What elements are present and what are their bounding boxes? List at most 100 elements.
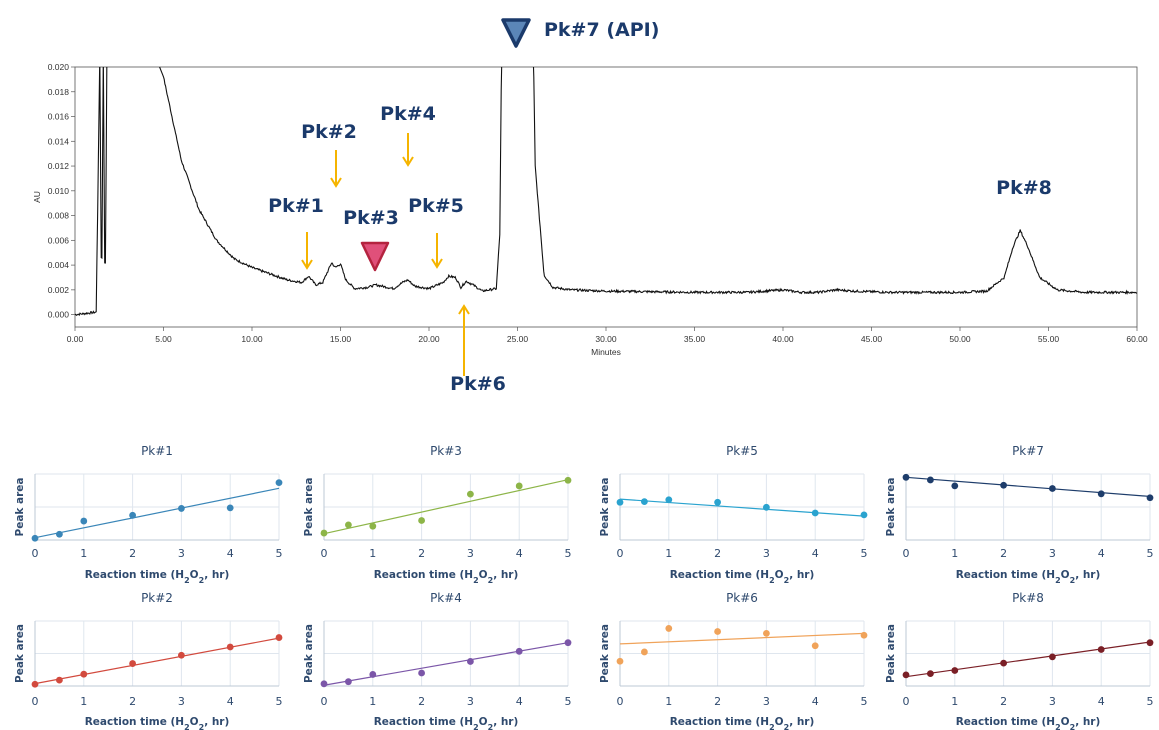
- panel-x-tick-label: 4: [812, 547, 819, 560]
- panel-data-point: [31, 680, 39, 688]
- panel-data-point: [31, 534, 39, 542]
- panel-x-axis-label: Reaction time (H2O2, hr): [85, 569, 230, 585]
- peak-arrow-head: [431, 258, 443, 269]
- panel-data-point: [418, 669, 425, 677]
- pk3-triangle-marker: [360, 241, 390, 272]
- panel-x-tick-label: 2: [714, 695, 721, 708]
- x-tick-label: 0.00: [67, 334, 84, 344]
- panel-x-axis-label: Reaction time (H2O2, hr): [374, 716, 519, 730]
- panel-x-tick-label: 2: [418, 547, 425, 560]
- panel-x-tick-label: 5: [861, 695, 868, 708]
- panel-data-point: [860, 511, 868, 519]
- panel-data-point: [927, 476, 934, 484]
- panel-data-point: [1000, 481, 1007, 489]
- peak-arrow-head: [301, 259, 313, 270]
- panel-title: Pk#4: [430, 591, 462, 605]
- panel-data-point: [369, 671, 377, 678]
- panel-data-point: [129, 660, 137, 667]
- kinetics-panel: Pk#5 0 1 2 3 4 5 Reaction time (H2O2, hr) Peak a…: [599, 444, 868, 585]
- panel-x-tick-label: 5: [276, 695, 283, 708]
- panel-x-tick-label: 0: [32, 547, 39, 560]
- panel-data-point: [902, 473, 910, 481]
- panel-x-axis-label: Reaction time (H2O2, hr): [956, 716, 1101, 730]
- panel-x-tick-label: 2: [129, 695, 136, 708]
- panel-x-tick-label: 5: [1147, 547, 1154, 560]
- panel-data-point: [1049, 485, 1056, 492]
- panel-x-tick-label: 2: [418, 695, 425, 708]
- panel-x-tick-label: 4: [516, 695, 523, 708]
- y-tick-label: 0.014: [48, 136, 70, 146]
- panel-x-tick-label: 0: [32, 695, 39, 708]
- panel-x-tick-label: 1: [369, 547, 376, 560]
- panel-data-point: [616, 657, 624, 665]
- panel-data-point: [56, 530, 63, 538]
- panel-fit-line: [619, 498, 865, 517]
- peak-label-pk-6: Pk#6: [450, 373, 506, 395]
- panel-title: Pk#3: [430, 444, 462, 458]
- panel-x-tick-label: 5: [1147, 695, 1154, 708]
- panel-x-tick-label: 0: [903, 695, 910, 708]
- panel-data-point: [1097, 490, 1105, 498]
- panel-data-point: [641, 498, 648, 506]
- panel-data-point: [275, 479, 283, 487]
- panel-x-tick-label: 5: [565, 547, 572, 560]
- peak-label-pk-5: Pk#5: [408, 195, 464, 217]
- kinetics-panels: Pk#1 0 1 2 3 4 5 Reaction time (H2O2, hr) Peak a…: [14, 444, 1154, 730]
- panel-data-point: [1146, 494, 1154, 502]
- peak-arrow-head: [458, 304, 470, 315]
- panel-fit-line: [619, 632, 865, 645]
- chromatogram-trace: [75, 67, 1137, 317]
- panel-y-axis-label: Peak area: [885, 477, 897, 536]
- panel-x-tick-label: 4: [227, 547, 234, 560]
- plot-frame: [74, 66, 1138, 328]
- panel-x-tick-label: 1: [951, 695, 958, 708]
- panel-x-tick-label: 0: [617, 547, 624, 560]
- panel-title: Pk#6: [726, 591, 758, 605]
- panel-x-tick-label: 1: [951, 547, 958, 560]
- panel-x-tick-label: 3: [178, 695, 185, 708]
- panel-data-point: [714, 628, 721, 635]
- panel-x-tick-label: 1: [665, 695, 672, 708]
- panel-title: Pk#5: [726, 444, 758, 458]
- panel-data-point: [665, 625, 673, 632]
- panel-data-point: [564, 476, 572, 484]
- x-tick-label: 40.00: [772, 334, 794, 344]
- panel-data-point: [564, 639, 572, 647]
- panel-title: Pk#8: [1012, 591, 1044, 605]
- panel-data-point: [951, 482, 959, 490]
- panel-x-tick-label: 1: [369, 695, 376, 708]
- panel-data-point: [641, 648, 648, 656]
- panel-x-tick-label: 1: [665, 547, 672, 560]
- peak-label-pk-3: Pk#3: [343, 207, 399, 229]
- panel-x-tick-label: 2: [129, 547, 136, 560]
- panel-x-tick-label: 3: [763, 695, 770, 708]
- panel-x-tick-label: 1: [80, 547, 87, 560]
- peak-arrow-head: [330, 177, 342, 188]
- panel-x-tick-label: 3: [763, 547, 770, 560]
- panel-x-axis-label: Reaction time (H2O2, hr): [670, 716, 815, 730]
- kinetics-panel: Pk#4 0 1 2 3 4 5 Reaction time (H2O2, hr) Peak a…: [303, 591, 572, 730]
- panel-data-point: [418, 517, 425, 524]
- y-tick-label: 0.018: [48, 87, 70, 97]
- api-triangle-marker: [501, 18, 531, 48]
- panel-fit-line: [905, 641, 1151, 678]
- panel-x-tick-label: 4: [1098, 547, 1105, 560]
- panel-data-point: [56, 676, 63, 684]
- panel-y-axis-label: Peak area: [599, 477, 611, 536]
- panel-y-axis-label: Peak area: [885, 624, 897, 683]
- panel-x-tick-label: 4: [1098, 695, 1105, 708]
- kinetics-panel: Pk#7 0 1 2 3 4 5 Reaction time (H2O2, hr) Peak a…: [885, 444, 1154, 585]
- panel-x-tick-label: 4: [227, 695, 234, 708]
- y-tick-label: 0.008: [48, 211, 70, 221]
- panel-x-axis-label: Reaction time (H2O2, hr): [670, 569, 815, 585]
- panel-data-point: [320, 529, 328, 537]
- panel-data-point: [1049, 653, 1056, 661]
- y-tick-label: 0.004: [48, 260, 70, 270]
- x-tick-label: 35.00: [684, 334, 706, 344]
- panel-x-tick-label: 1: [80, 695, 87, 708]
- panel-data-point: [80, 517, 88, 525]
- panel-data-point: [811, 642, 819, 650]
- panel-fit-line: [34, 637, 280, 685]
- panel-data-point: [1146, 639, 1154, 647]
- peak-arrow-head: [402, 156, 414, 167]
